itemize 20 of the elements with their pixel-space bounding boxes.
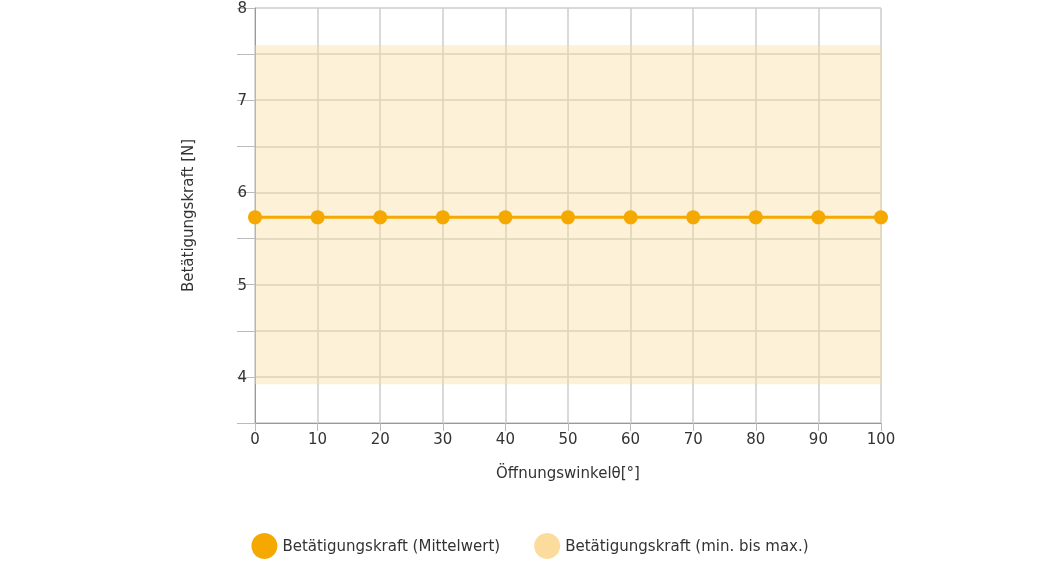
x-tick-label: 90 — [808, 429, 828, 448]
x-tick-label: 70 — [683, 429, 703, 448]
x-tick-label: 20 — [370, 429, 390, 448]
x-tick-label: 100 — [866, 429, 896, 448]
y-axis-title: Betätigungskraft [N] — [178, 138, 197, 293]
y-tick-label: 5 — [237, 275, 247, 294]
x-tick-label: 40 — [495, 429, 515, 448]
legend-label: Betätigungskraft (min. bis max.) — [565, 537, 809, 555]
x-tick-label: 0 — [250, 429, 260, 448]
x-tick-label: 10 — [308, 429, 328, 448]
legend-label: Betätigungskraft (Mittelwert) — [282, 537, 501, 555]
x-tick-label: 30 — [433, 429, 453, 448]
x-tick-label: 80 — [746, 429, 766, 448]
x-axis-title: Öffnungswinkelθ[°] — [496, 462, 640, 482]
x-tick-label: 50 — [558, 429, 578, 448]
y-tick-label: 7 — [237, 91, 247, 110]
y-tick-label: 6 — [237, 183, 247, 202]
y-tick-label: 8 — [237, 0, 247, 17]
y-tick-label: 4 — [237, 367, 247, 386]
x-tick-label: 60 — [621, 429, 641, 448]
